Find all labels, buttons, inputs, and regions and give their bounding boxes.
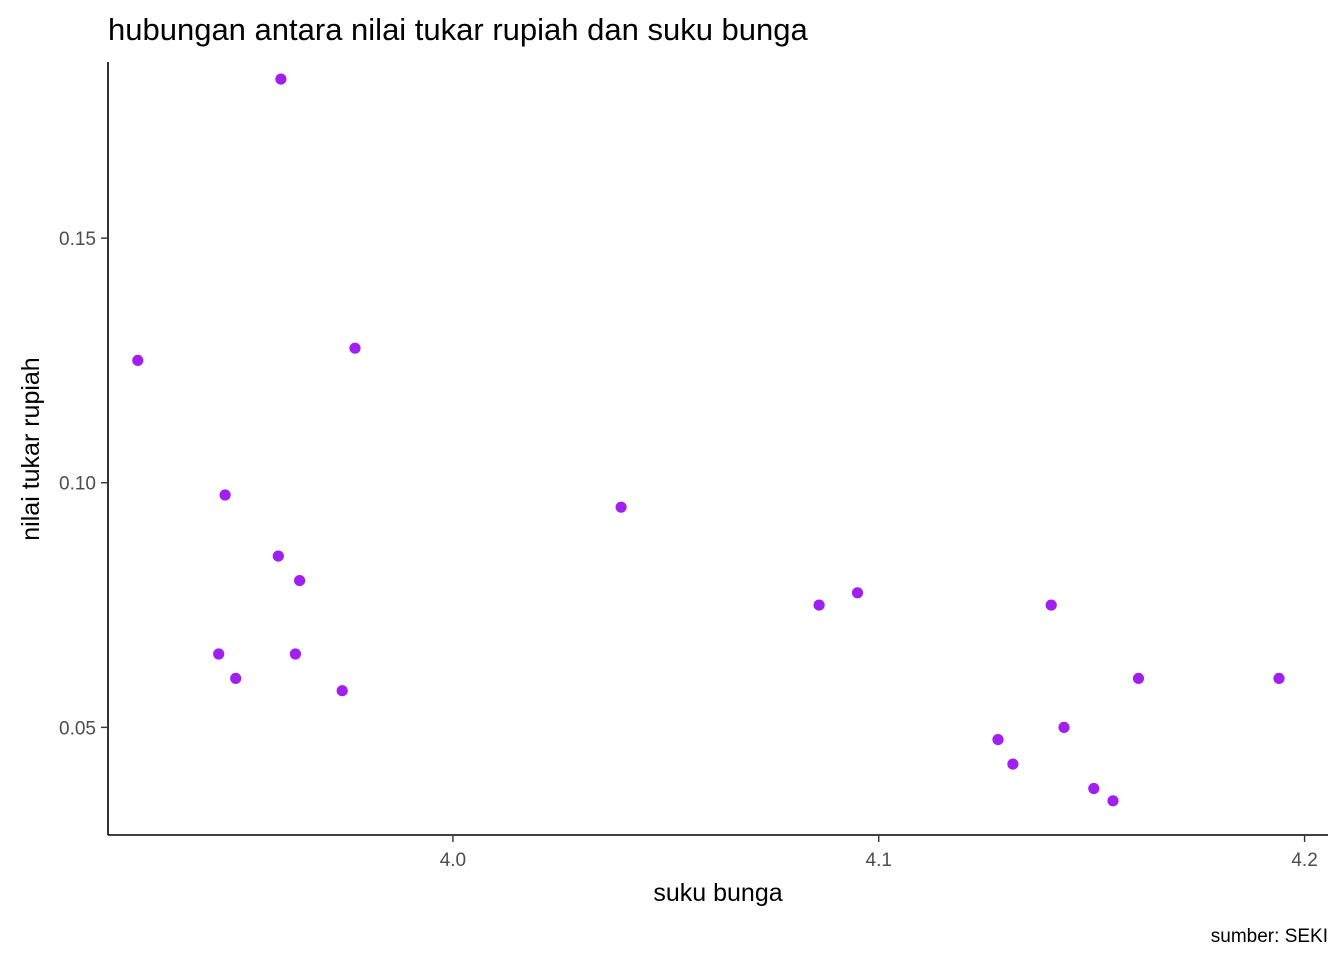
data-point-18 <box>1088 782 1100 795</box>
data-point-11 <box>615 501 627 513</box>
y-tick-label: 0.15 <box>59 229 96 250</box>
data-point-9 <box>336 685 348 697</box>
data-point-20 <box>1132 672 1145 685</box>
data-point-3 <box>219 489 231 501</box>
points-layer <box>132 73 1285 807</box>
data-point-4 <box>230 672 242 685</box>
y-tick-label: 0.05 <box>59 718 96 739</box>
x-tick-label: 4.2 <box>1291 850 1317 871</box>
plot-area: 4.0 4.1 4.2 0.05 0.10 0.15 <box>59 62 1328 871</box>
source-caption: sumber: SEKI <box>1211 926 1328 947</box>
y-axis-ticks: 0.05 0.10 0.15 <box>59 229 108 739</box>
data-point-10 <box>349 342 361 354</box>
data-point-7 <box>289 648 301 660</box>
x-tick-label: 4.1 <box>866 850 892 871</box>
data-point-16 <box>1045 599 1057 611</box>
data-point-6 <box>275 73 287 85</box>
chart-title: hubungan antara nilai tukar rupiah dan s… <box>108 12 809 47</box>
data-point-17 <box>1058 721 1070 734</box>
x-tick-label: 4.0 <box>440 850 466 871</box>
data-point-8 <box>294 575 306 587</box>
data-point-13 <box>851 587 864 599</box>
y-tick-label: 0.10 <box>59 474 96 495</box>
data-point-14 <box>992 734 1004 746</box>
data-point-19 <box>1107 795 1119 807</box>
data-point-1 <box>132 354 144 366</box>
data-point-2 <box>213 648 225 660</box>
x-axis-ticks: 4.0 4.1 4.2 <box>440 835 1318 871</box>
x-axis-title: suku bunga <box>653 879 782 907</box>
data-point-12 <box>813 599 825 611</box>
data-point-5 <box>272 550 284 562</box>
data-point-15 <box>1007 758 1019 770</box>
y-axis-title: nilai tukar rupiah <box>17 357 45 540</box>
data-point-21 <box>1273 672 1285 685</box>
